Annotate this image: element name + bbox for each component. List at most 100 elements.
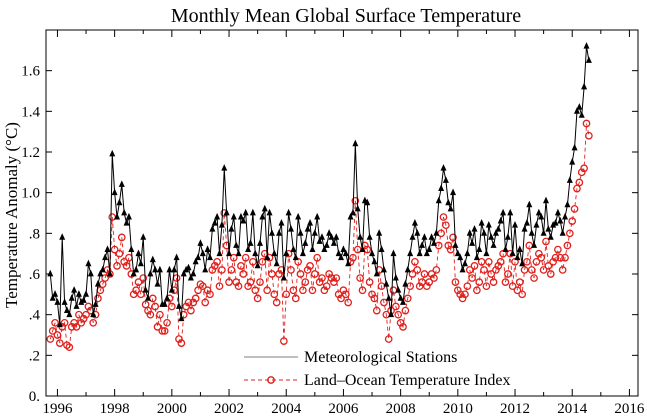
index-point: [344, 298, 353, 307]
station-point: [330, 239, 337, 246]
index-point: [563, 241, 572, 250]
station-point: [442, 176, 449, 183]
station-point: [130, 269, 137, 277]
index-point: [568, 217, 577, 225]
station-point: [385, 294, 392, 301]
index-point: [75, 310, 83, 319]
station-point: [249, 208, 256, 216]
index-point: [332, 274, 341, 282]
station-point: [323, 241, 330, 248]
index-point: [334, 290, 343, 299]
station-point: [295, 212, 302, 220]
index-point: [320, 286, 329, 295]
index-point: [249, 257, 257, 266]
index-point: [575, 178, 584, 187]
station-point: [52, 290, 59, 297]
index-point: [570, 205, 579, 213]
index-point: [546, 270, 555, 278]
station-point: [71, 286, 78, 293]
index-point: [187, 306, 195, 315]
index-point: [561, 253, 569, 262]
station-point: [466, 229, 473, 236]
index-point: [341, 290, 350, 299]
index-point: [253, 294, 262, 303]
station-point: [573, 107, 580, 114]
station-point: [137, 259, 144, 267]
station-point: [123, 218, 130, 226]
station-point: [328, 233, 335, 240]
index-point: [191, 294, 200, 303]
x-tick-label: 1998: [100, 401, 130, 417]
station-point: [75, 290, 82, 297]
station-point: [438, 184, 445, 191]
station-point: [366, 233, 373, 240]
station-point: [399, 298, 406, 305]
legend-label-stations: Meteorological Stations: [304, 349, 457, 366]
station-point: [190, 269, 197, 277]
index-point: [137, 290, 145, 299]
station-point: [90, 310, 97, 318]
station-point: [228, 225, 235, 232]
station-point: [414, 229, 421, 236]
station-point: [526, 200, 533, 208]
station-point: [292, 253, 299, 261]
station-point: [54, 298, 61, 305]
station-point: [338, 253, 345, 261]
index-point: [301, 278, 310, 286]
station-point: [452, 241, 459, 248]
index-point: [487, 270, 496, 278]
station-point: [221, 164, 228, 171]
index-point: [129, 290, 138, 299]
index-point: [422, 282, 431, 291]
station-point: [106, 269, 113, 277]
station-point: [133, 265, 140, 273]
index-point: [122, 262, 131, 270]
index-point: [46, 335, 55, 343]
station-point: [147, 269, 154, 277]
index-point: [258, 257, 267, 266]
station-point: [566, 176, 573, 183]
station-point: [447, 204, 454, 212]
index-point: [356, 274, 364, 282]
index-point: [492, 266, 500, 274]
station-point: [457, 253, 464, 261]
index-point: [72, 323, 81, 331]
index-point: [394, 310, 403, 319]
station-point: [309, 245, 316, 252]
station-point: [87, 269, 94, 277]
x-tick-label: 2008: [386, 401, 416, 417]
index-point: [484, 257, 493, 266]
station-point: [495, 225, 502, 232]
station-point: [521, 225, 528, 232]
index-point: [577, 168, 586, 177]
station-point: [369, 249, 376, 257]
station-point: [430, 239, 437, 246]
station-point: [390, 249, 397, 257]
index-point: [499, 249, 507, 258]
station-point: [335, 249, 342, 257]
index-point: [215, 282, 224, 291]
index-point: [532, 257, 541, 266]
index-point: [425, 278, 434, 286]
index-point: [427, 270, 436, 278]
index-point: [79, 314, 88, 323]
index-point: [270, 290, 279, 299]
index-point: [151, 302, 159, 311]
station-point: [230, 212, 237, 220]
station-point: [192, 257, 199, 265]
index-point: [303, 266, 312, 274]
station-point: [459, 265, 466, 273]
station-point: [121, 208, 128, 216]
station-point: [209, 225, 216, 232]
station-point: [97, 269, 104, 277]
station-point: [276, 229, 283, 236]
index-point: [296, 270, 305, 278]
index-point: [101, 274, 109, 282]
station-point: [516, 245, 523, 252]
index-point: [456, 290, 465, 299]
index-point: [268, 270, 276, 278]
index-point: [206, 290, 214, 299]
station-point: [223, 208, 230, 216]
index-point: [229, 253, 238, 262]
index-point: [470, 262, 479, 270]
